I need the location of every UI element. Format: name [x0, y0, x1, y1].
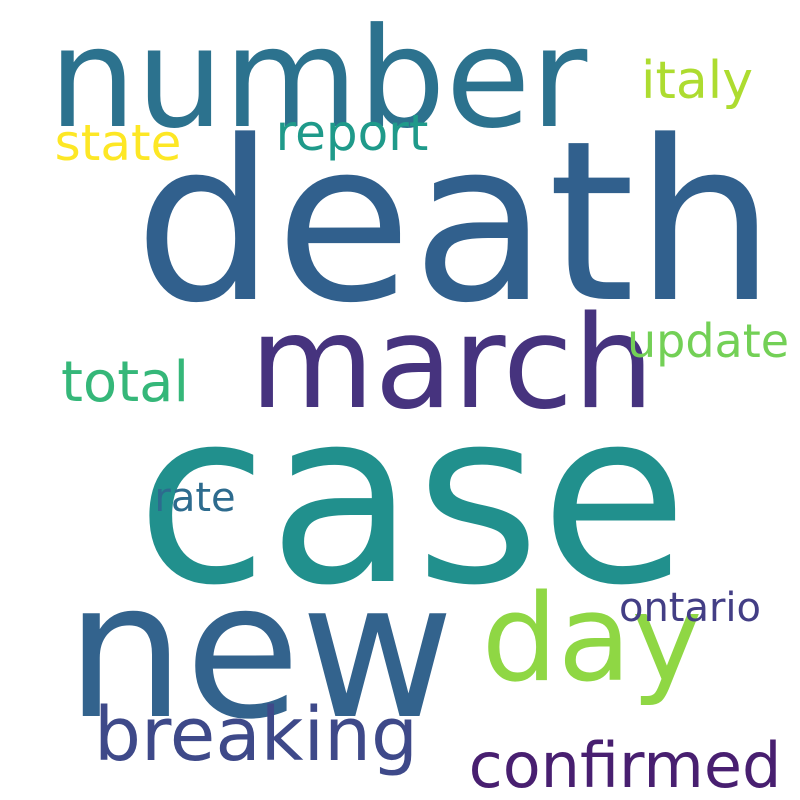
word-ontario: ontario [618, 585, 762, 631]
word-case: case [136, 358, 688, 638]
word-number: number [48, 0, 588, 159]
word-new: new [65, 542, 455, 761]
word-report: report [275, 104, 429, 162]
word-total: total [60, 350, 190, 415]
word-breaking: breaking [94, 692, 418, 778]
word-italy: italy [641, 51, 753, 111]
word-march: march [249, 289, 655, 438]
word-rate: rate [154, 475, 236, 521]
word-update: update [626, 314, 790, 368]
word-day: day [481, 570, 703, 709]
word-state: state [54, 114, 182, 172]
word-death: death [134, 94, 776, 352]
word-confirmed: confirmed [468, 729, 782, 800]
